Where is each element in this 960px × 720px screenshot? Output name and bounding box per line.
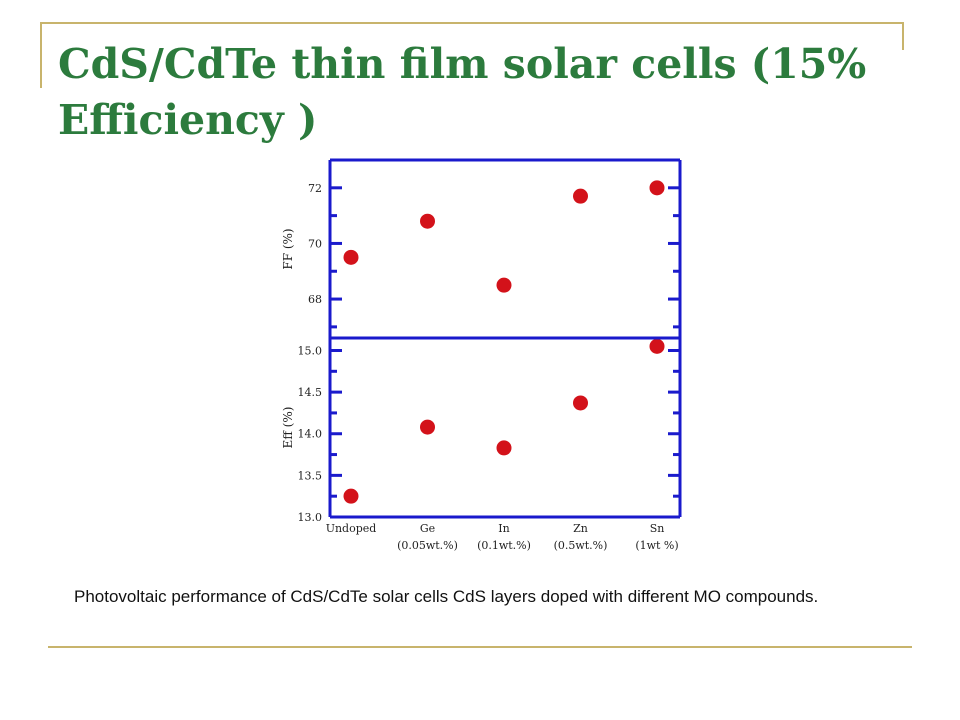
top-accent-rule [40,22,904,24]
bottom-data-point [496,440,512,456]
top-ytick-label: 70 [308,237,322,250]
left-accent-rule [40,22,42,88]
top-ytick-label: 72 [308,182,322,195]
bottom-ytick-label: 13.0 [298,511,323,524]
top-data-point [573,188,588,204]
top-data-point [420,213,435,229]
top-data-point [343,249,359,265]
bottom-data-point [420,419,435,435]
top-data-point [649,180,665,196]
doping-performance-chart: 68 70 72 FF (%) 13.0 13.5 14.0 14.5 15.0 Eff (%) U… [281,158,682,552]
category-label: Zn [573,522,588,535]
category-label: In [498,522,509,535]
bottom-accent-rule [48,646,912,648]
bottom-data-point [649,338,665,354]
bottom-ytick-label: 14.5 [298,386,323,399]
category-label: Sn [650,522,665,535]
category-sublabel: (1wt %) [635,539,678,552]
bottom-ytick-label: 13.5 [298,469,323,482]
top-ylabel: FF (%) [281,228,295,269]
top-ytick-label: 68 [308,293,322,306]
figure-caption: Photovoltaic performance of CdS/CdTe sol… [74,587,819,606]
category-label: Undoped [326,522,377,535]
category-sublabel: (0.5wt.%) [554,539,608,552]
bottom-data-point [573,395,588,411]
category-label: Ge [420,522,435,535]
bottom-data-point [343,488,359,504]
category-sublabel: (0.05wt.%) [397,539,458,552]
bottom-ytick-label: 14.0 [298,428,323,441]
top-data-point [496,277,512,293]
bottom-ylabel: Eff (%) [281,407,295,449]
category-sublabel: (0.1wt.%) [477,539,531,552]
slide-title: CdS/CdTe thin film solar cells (15% Effi… [58,40,867,144]
bottom-ytick-label: 15.0 [298,344,323,357]
right-accent-rule [902,22,904,50]
